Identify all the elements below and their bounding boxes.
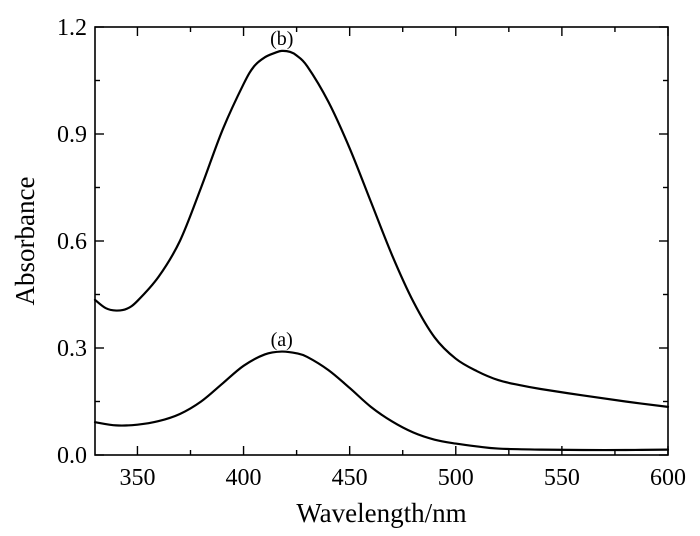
x-tick-label: 550 <box>544 465 580 491</box>
x-axis-title: Wavelength/nm <box>296 498 466 528</box>
y-axis-title: Absorbance <box>10 177 40 306</box>
y-tick-label: 0.3 <box>57 336 87 362</box>
x-tick-label: 600 <box>650 465 686 491</box>
series-label-a: (a) <box>271 329 293 351</box>
y-tick-label: 0.0 <box>57 443 87 469</box>
x-axis-ticks: 350 400 450 500 550 600 <box>119 27 686 491</box>
series-line-a <box>93 350 670 452</box>
x-tick-label: 400 <box>226 465 262 491</box>
x-tick-label: 350 <box>119 465 155 491</box>
y-axis-ticks: 0.0 0.3 0.6 0.9 1.2 <box>57 15 668 469</box>
x-tick-label: 450 <box>332 465 368 491</box>
x-tick-label: 500 <box>438 465 474 491</box>
series-annotations: (a) (b) <box>270 28 293 351</box>
y-tick-label: 0.9 <box>57 122 87 148</box>
y-tick-label: 0.6 <box>57 229 87 255</box>
series-curves <box>93 49 670 452</box>
series-label-b: (b) <box>270 28 293 50</box>
series-line-b <box>93 49 670 408</box>
y-tick-label: 1.2 <box>57 15 87 41</box>
